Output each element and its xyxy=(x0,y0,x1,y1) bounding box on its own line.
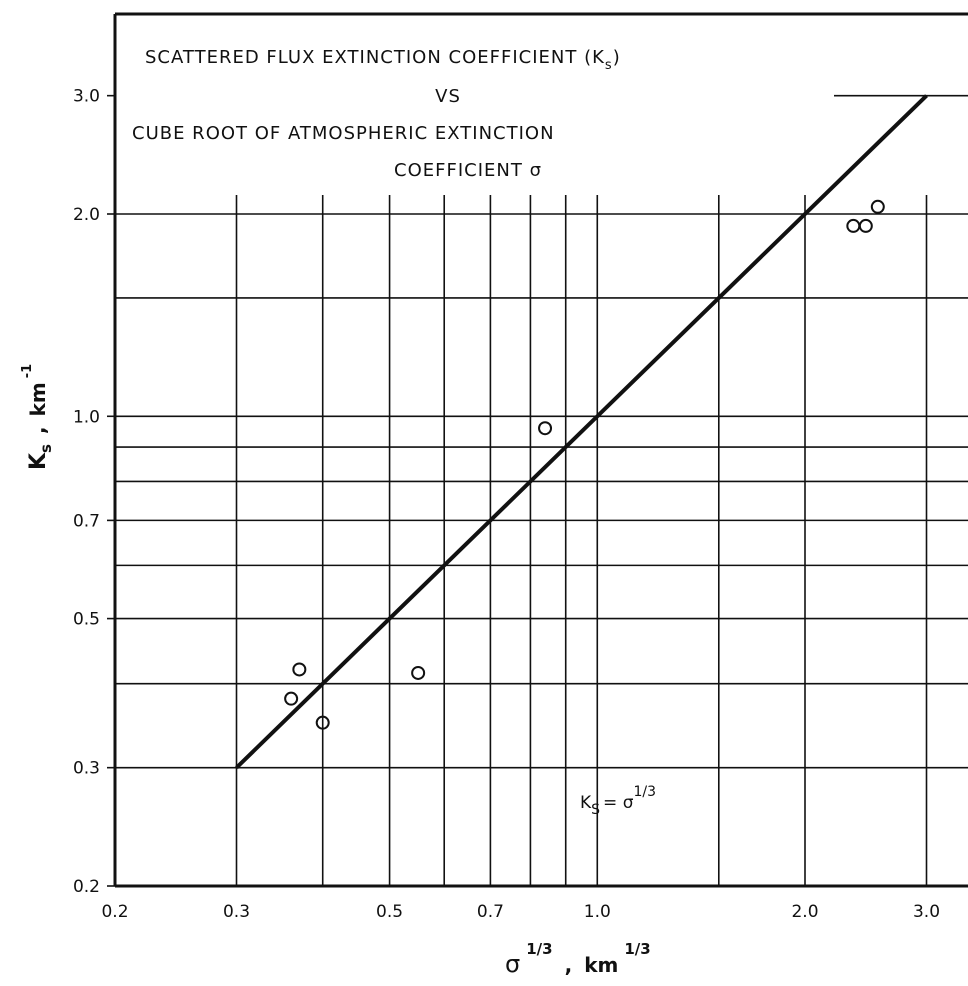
tick-labels: 0.2 0.3 0.5 0.7 1.0 2.0 3.0 0.2 0.3 0.5 0.7 1.0 2.0 3… xyxy=(73,87,940,922)
x-tick-label: 0.3 xyxy=(223,902,250,922)
data-point xyxy=(870,199,885,214)
data-point xyxy=(538,421,553,436)
x-tick-label: 2.0 xyxy=(791,902,818,922)
y-tick-label: 3.0 xyxy=(73,87,100,107)
fit-line xyxy=(235,94,928,770)
y-tick-label: 0.5 xyxy=(73,610,100,630)
x-axis-label-text: σ1/3, km1/3 xyxy=(505,940,651,978)
data-series xyxy=(235,94,928,770)
fit-line-label: KS = σ1/3 xyxy=(580,784,656,818)
x-axis-label: σ1/3, km1/3 xyxy=(505,940,651,978)
plot-frame xyxy=(107,12,968,888)
fit-label-text: KS = σ1/3 xyxy=(580,784,656,818)
title-line-2: VS xyxy=(435,86,461,107)
x-tick-label: 3.0 xyxy=(913,902,940,922)
data-point xyxy=(858,218,873,233)
data-point xyxy=(292,662,307,677)
data-point xyxy=(315,715,330,730)
chart-title: SCATTERED FLUX EXTINCTION COEFFICIENT (K… xyxy=(132,47,621,181)
x-tick-label: 1.0 xyxy=(584,902,611,922)
title-line-3: CUBE ROOT OF ATMOSPHERIC EXTINCTION xyxy=(132,123,555,144)
y-tick-label: 2.0 xyxy=(73,205,100,225)
x-tick-label: 0.2 xyxy=(101,902,128,922)
grid-lines xyxy=(115,94,968,886)
x-tick-label: 0.5 xyxy=(376,902,403,922)
data-point xyxy=(411,665,426,680)
y-tick-label: 0.7 xyxy=(73,511,100,531)
title-line-4: COEFFICIENT σ xyxy=(394,160,542,181)
data-point xyxy=(284,691,299,706)
x-tick-label: 0.7 xyxy=(477,902,504,922)
title-line-1: SCATTERED FLUX EXTINCTION COEFFICIENT (K… xyxy=(145,47,621,73)
y-tick-label: 1.0 xyxy=(73,407,100,427)
y-tick-label: 0.2 xyxy=(73,877,100,897)
y-tick-label: 0.3 xyxy=(73,759,100,779)
y-axis-label: Ks,km-1 xyxy=(20,364,55,470)
y-axis-label-text: Ks,km-1 xyxy=(20,364,55,470)
